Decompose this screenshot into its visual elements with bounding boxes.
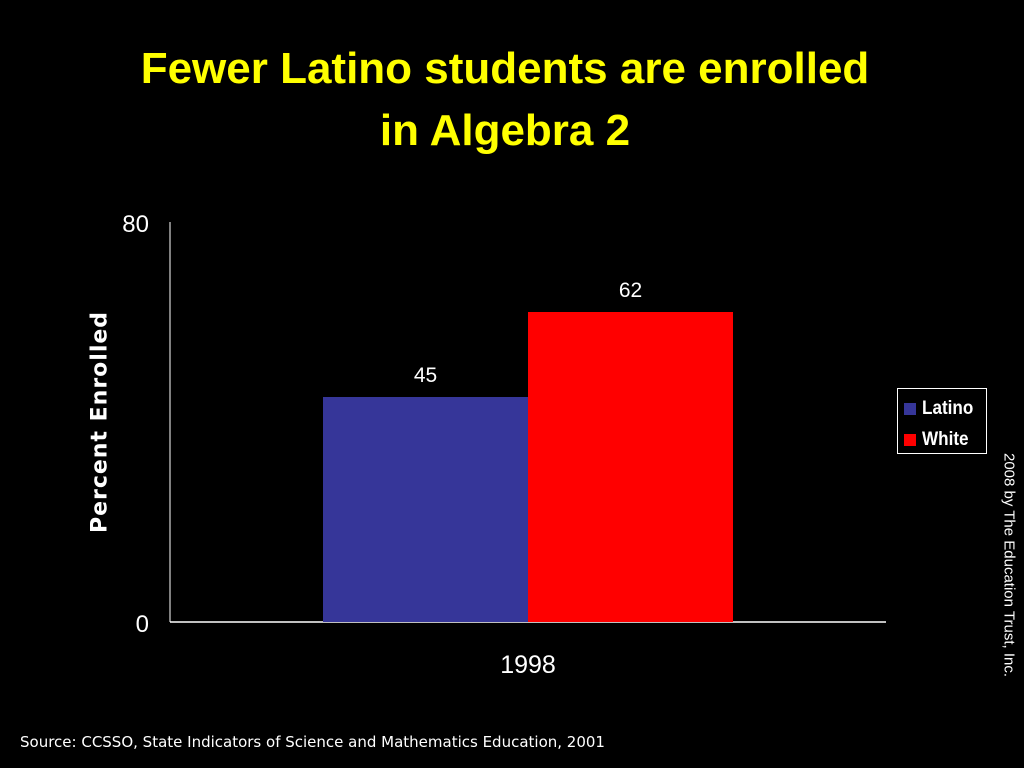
x-tick-label-1998: 1998 — [500, 651, 556, 679]
copyright-credit: 2008 by The Education Trust, Inc. — [1000, 452, 1018, 678]
y-tick-label-80: 80 — [122, 211, 149, 238]
bar-latino-1998 — [323, 397, 528, 622]
y-tick-label-0: 0 — [136, 611, 149, 638]
bar-white-1998 — [528, 312, 733, 622]
legend-swatch-white — [904, 434, 916, 446]
y-axis-label: Percent Enrolled — [87, 310, 113, 534]
slide-title: Fewer Latino students are enrolled in Al… — [0, 38, 1010, 162]
legend-item-white: White — [904, 429, 974, 451]
data-label-white: 62 — [619, 279, 642, 302]
source-note: Source: CCSSO, State Indicators of Scien… — [20, 733, 605, 751]
title-line-2: in Algebra 2 — [379, 106, 631, 155]
legend-label-white: White — [922, 429, 969, 450]
data-label-latino: 45 — [414, 364, 437, 387]
legend-swatch-latino — [904, 403, 916, 415]
title-line-1: Fewer Latino students are enrolled — [140, 44, 870, 93]
legend-item-latino: Latino — [904, 398, 979, 420]
chart-legend: Latino White — [897, 388, 987, 454]
legend-label-latino: Latino — [922, 398, 974, 419]
